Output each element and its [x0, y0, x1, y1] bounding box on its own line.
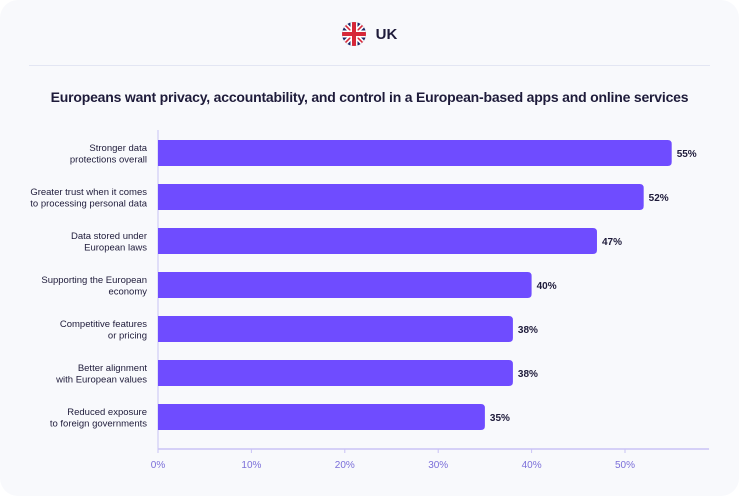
divider: [29, 65, 710, 66]
country-header: UK: [0, 22, 739, 46]
data-label: 38%: [518, 369, 538, 380]
x-tick-label: 20%: [335, 460, 355, 471]
category-label: Better alignment: [78, 363, 148, 374]
category-label: Reduced exposure: [67, 407, 147, 418]
x-tick-label: 0%: [151, 460, 166, 471]
uk-flag-icon: [341, 22, 366, 46]
data-label: 55%: [677, 149, 697, 160]
category-label: to foreign governments: [50, 419, 147, 430]
category-label: Competitive features: [60, 319, 147, 330]
bar: [158, 404, 485, 430]
x-tick-label: 30%: [428, 460, 448, 471]
bar: [158, 316, 513, 342]
x-tick-label: 10%: [241, 460, 261, 471]
x-tick-label: 50%: [615, 460, 635, 471]
bar: [158, 360, 513, 386]
category-label: to processing personal data: [30, 199, 147, 210]
data-label: 52%: [649, 193, 669, 204]
category-label: Data stored under: [71, 231, 147, 242]
data-label: 38%: [518, 325, 538, 336]
bar: [158, 228, 597, 254]
category-label: European laws: [84, 243, 147, 254]
category-label: protections overall: [70, 155, 147, 166]
data-label: 35%: [490, 413, 510, 424]
category-label: Supporting the European: [41, 275, 147, 286]
category-label: Greater trust when it comes: [30, 187, 147, 198]
x-tick-label: 40%: [522, 460, 542, 471]
category-label: economy: [108, 287, 147, 298]
category-label: or pricing: [108, 331, 147, 342]
category-label: Stronger data: [89, 143, 147, 154]
data-label: 40%: [537, 281, 557, 292]
country-label: UK: [375, 25, 398, 43]
bar: [158, 272, 532, 298]
chart-title: Europeans want privacy, accountability, …: [50, 89, 689, 105]
bar: [158, 140, 672, 166]
category-label: with European values: [55, 375, 147, 386]
bar: [158, 184, 644, 210]
data-label: 47%: [602, 237, 622, 248]
